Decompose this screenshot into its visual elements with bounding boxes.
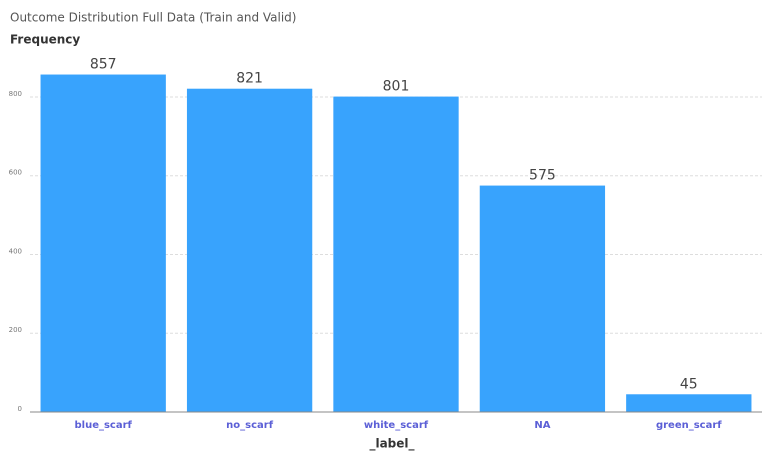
bar	[333, 96, 459, 413]
bar	[40, 74, 166, 413]
y-tick-label: 600	[9, 169, 22, 177]
y-tick-label: 0	[18, 405, 22, 413]
y-tick-label: 200	[9, 326, 22, 334]
value-label: 45	[680, 376, 698, 392]
x-tick-label: white_scarf	[364, 420, 429, 431]
value-label: 857	[90, 57, 117, 73]
x-tick-label: NA	[534, 420, 550, 431]
y-axis-label: Frequency	[10, 33, 80, 47]
x-tick-label: no_scarf	[226, 420, 274, 431]
chart-title: Outcome Distribution Full Data (Train an…	[10, 11, 296, 25]
value-label: 575	[529, 168, 556, 184]
y-tick-label: 400	[9, 247, 22, 255]
bar	[479, 185, 606, 412]
bar	[626, 394, 752, 412]
x-axis-label: _label_	[369, 437, 414, 452]
y-tick-label: 800	[9, 90, 22, 98]
value-label: 801	[383, 79, 410, 95]
x-tick-label: green_scarf	[656, 420, 722, 431]
x-tick-label: blue_scarf	[74, 420, 132, 431]
bar	[186, 88, 313, 413]
value-label: 821	[236, 71, 263, 87]
